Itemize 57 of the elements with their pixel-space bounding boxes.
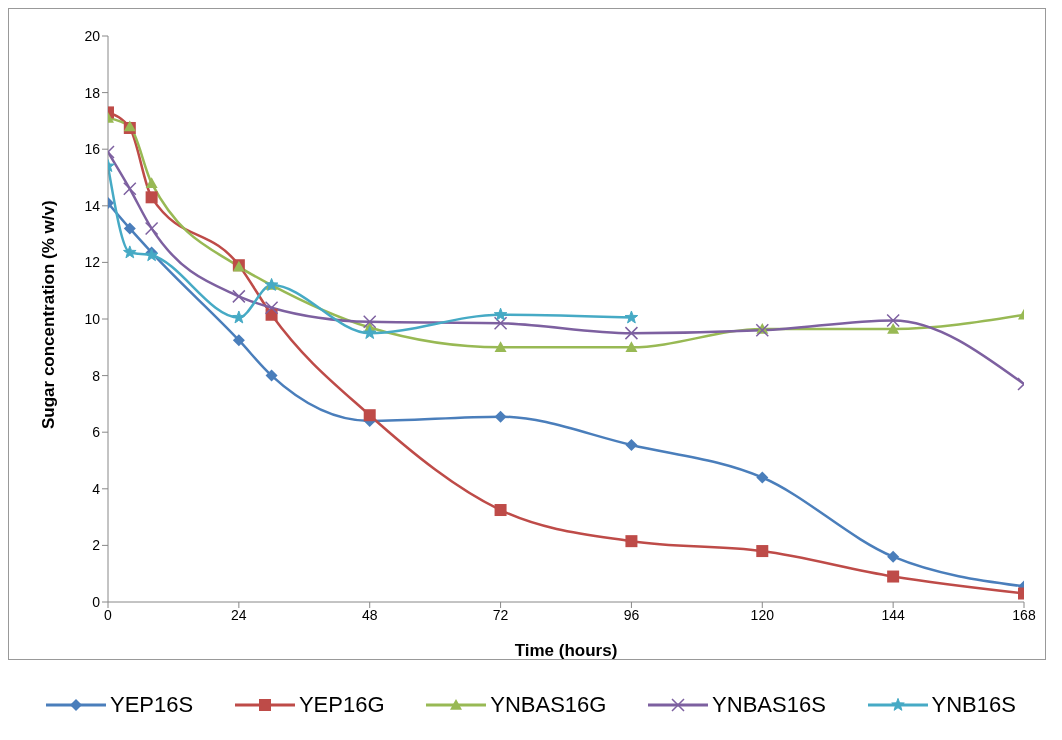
legend-label: YNBAS16S (712, 692, 826, 718)
point (232, 310, 246, 324)
point (755, 323, 770, 338)
y-tick-label: 8 (92, 367, 101, 384)
point (624, 326, 639, 340)
point (756, 471, 769, 484)
point (123, 245, 137, 259)
y-tick-label: 6 (92, 424, 101, 441)
legend-label: YNBAS16G (490, 692, 607, 718)
y-tick-label: 20 (84, 27, 101, 44)
y-tick-label: 2 (92, 537, 101, 554)
x-tick-label: 0 (104, 606, 113, 623)
point (145, 177, 158, 188)
y-tick-label: 18 (84, 84, 101, 101)
y-axis-title: Sugar concentration (% w/v) (39, 200, 59, 429)
point (123, 182, 137, 196)
point (756, 545, 769, 558)
point (494, 504, 507, 517)
point (145, 191, 158, 204)
x-axis-title: Time (hours) (514, 641, 618, 661)
y-tick-label: 16 (84, 141, 101, 158)
x-tick-label: 24 (231, 606, 247, 623)
point (362, 315, 377, 329)
point (493, 307, 508, 321)
x-tick-label: 120 (750, 606, 775, 623)
point (264, 300, 279, 315)
point (887, 322, 900, 334)
point (362, 326, 377, 339)
point (123, 222, 136, 235)
point (624, 310, 639, 324)
x-tick-label: 96 (623, 606, 640, 623)
legend-label: YEP16S (110, 692, 194, 718)
x-tick-label: 48 (361, 606, 378, 623)
y-tick-label: 0 (92, 593, 101, 610)
point (493, 316, 508, 330)
y-tick-label: 4 (92, 480, 101, 497)
point (887, 550, 900, 563)
point (886, 313, 900, 328)
point (625, 438, 638, 451)
y-tick-label: 12 (84, 254, 101, 271)
x-tick-label: 72 (492, 606, 509, 623)
x-tick-label: 168 (1012, 606, 1036, 623)
y-tick-label: 10 (84, 310, 101, 327)
y-tick-label: 14 (84, 197, 101, 214)
x-tick-label: 144 (881, 606, 906, 623)
point (494, 341, 507, 353)
point (494, 410, 507, 423)
point (265, 369, 278, 382)
point (232, 289, 246, 304)
point (144, 221, 159, 236)
point (363, 409, 376, 422)
legend-label: YEP16G (298, 692, 385, 718)
point (887, 570, 900, 583)
point (232, 334, 245, 347)
point (625, 535, 638, 548)
point (625, 341, 638, 353)
legend-label: YNB16S (931, 692, 1016, 718)
